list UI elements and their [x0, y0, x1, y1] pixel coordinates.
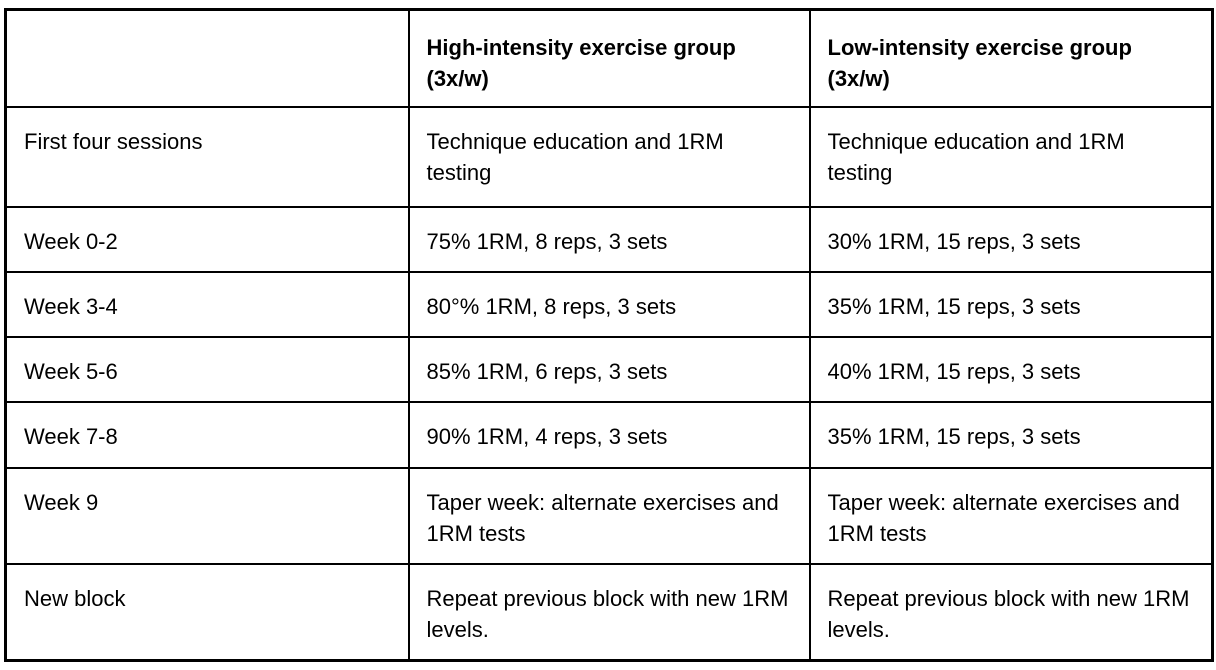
row-label: Week 3-4 — [4, 271, 410, 338]
cell-high-intensity: Technique education and 1RM testing — [407, 106, 811, 208]
cell-high-intensity: 90% 1RM, 4 reps, 3 sets — [407, 401, 811, 469]
table-row-week-7-8: Week 7-8 90% 1RM, 4 reps, 3 sets 35% 1RM… — [4, 401, 1214, 469]
cell-high-intensity: 75% 1RM, 8 reps, 3 sets — [407, 206, 811, 273]
table-row-week-5-6: Week 5-6 85% 1RM, 6 reps, 3 sets 40% 1RM… — [4, 336, 1214, 403]
row-label: First four sessions — [4, 106, 410, 208]
row-label: New block — [4, 563, 410, 661]
cell-high-intensity: Repeat previous block with new 1RM level… — [407, 563, 811, 661]
cell-high-intensity: Taper week: alternate exercises and 1RM … — [407, 467, 811, 565]
row-label: Week 5-6 — [4, 336, 410, 403]
col-header-high-intensity: High-intensity exercise group (3x/w) — [407, 8, 811, 108]
cell-low-intensity: 30% 1RM, 15 reps, 3 sets — [808, 206, 1214, 273]
cell-low-intensity: 35% 1RM, 15 reps, 3 sets — [808, 271, 1214, 338]
col-header-low-intensity: Low-intensity exercise group (3x/w) — [808, 8, 1214, 108]
cell-high-intensity: 85% 1RM, 6 reps, 3 sets — [407, 336, 811, 403]
row-label: Week 7-8 — [4, 401, 410, 469]
table-row-new-block: New block Repeat previous block with new… — [4, 563, 1214, 661]
table-row-week-9: Week 9 Taper week: alternate exercises a… — [4, 467, 1214, 565]
table-row-week-3-4: Week 3-4 80°% 1RM, 8 reps, 3 sets 35% 1R… — [4, 271, 1214, 338]
table-row-first-four-sessions: First four sessions Technique education … — [4, 106, 1214, 208]
row-label: Week 0-2 — [4, 206, 410, 273]
cell-high-intensity: 80°% 1RM, 8 reps, 3 sets — [407, 271, 811, 338]
cell-low-intensity: 40% 1RM, 15 reps, 3 sets — [808, 336, 1214, 403]
cell-low-intensity: Repeat previous block with new 1RM level… — [808, 563, 1214, 661]
cell-low-intensity: Technique education and 1RM testing — [808, 106, 1214, 208]
header-row: High-intensity exercise group (3x/w) Low… — [4, 8, 1214, 108]
cell-low-intensity: Taper week: alternate exercises and 1RM … — [808, 467, 1214, 565]
row-label: Week 9 — [4, 467, 410, 565]
corner-cell — [4, 8, 410, 108]
table-row-week-0-2: Week 0-2 75% 1RM, 8 reps, 3 sets 30% 1RM… — [4, 206, 1214, 273]
training-program-table: High-intensity exercise group (3x/w) Low… — [4, 8, 1214, 662]
cell-low-intensity: 35% 1RM, 15 reps, 3 sets — [808, 401, 1214, 469]
